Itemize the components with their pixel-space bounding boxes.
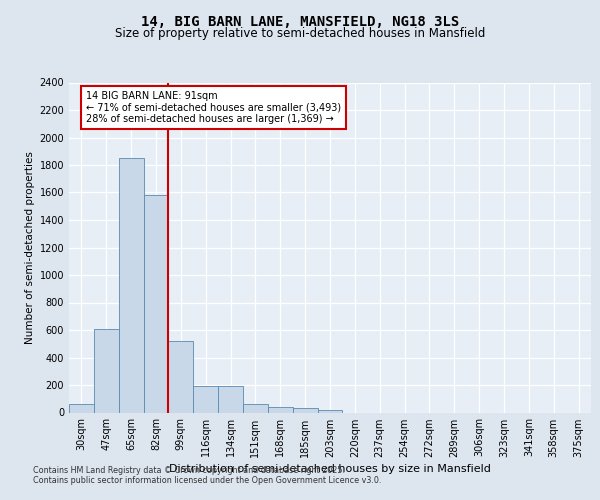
Text: 14, BIG BARN LANE, MANSFIELD, NG18 3LS: 14, BIG BARN LANE, MANSFIELD, NG18 3LS	[141, 15, 459, 29]
Bar	[69, 404, 94, 412]
Text: Contains HM Land Registry data © Crown copyright and database right 2025.: Contains HM Land Registry data © Crown c…	[33, 466, 345, 475]
Bar	[293, 408, 317, 412]
Bar	[94, 328, 119, 412]
Y-axis label: Number of semi-detached properties: Number of semi-detached properties	[25, 151, 35, 344]
Bar	[317, 410, 343, 412]
Bar	[119, 158, 143, 412]
Bar	[243, 404, 268, 412]
Text: 14 BIG BARN LANE: 91sqm
← 71% of semi-detached houses are smaller (3,493)
28% of: 14 BIG BARN LANE: 91sqm ← 71% of semi-de…	[86, 91, 341, 124]
Bar	[268, 407, 293, 412]
Bar	[143, 195, 169, 412]
Bar	[193, 386, 218, 412]
Text: Size of property relative to semi-detached houses in Mansfield: Size of property relative to semi-detach…	[115, 28, 485, 40]
Bar	[169, 341, 193, 412]
Text: Contains public sector information licensed under the Open Government Licence v3: Contains public sector information licen…	[33, 476, 382, 485]
X-axis label: Distribution of semi-detached houses by size in Mansfield: Distribution of semi-detached houses by …	[169, 464, 491, 474]
Bar	[218, 386, 243, 412]
